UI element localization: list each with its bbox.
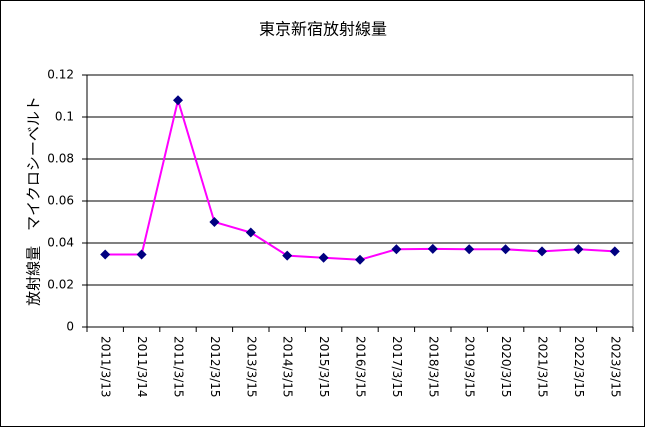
x-tick-label: 2018/3/15 (426, 336, 440, 398)
x-tick-label: 2014/3/15 (281, 336, 295, 398)
x-tick-label: 2023/3/15 (608, 336, 622, 398)
marker (391, 244, 402, 255)
x-tick-label: 2020/3/15 (499, 336, 513, 398)
marker (609, 246, 620, 257)
marker (500, 244, 511, 255)
x-tick-label: 2015/3/15 (317, 336, 331, 398)
marker (136, 249, 147, 260)
marker (173, 95, 183, 106)
marker (573, 244, 584, 255)
x-tick-label: 2019/3/15 (463, 336, 477, 398)
x-tick-label: 2012/3/15 (208, 336, 222, 398)
marker (318, 252, 329, 263)
x-tick-label: 2011/3/14 (135, 336, 149, 398)
y-axis-label: 放射線量 マイクロシーベルト (25, 96, 43, 306)
x-tick-label: 2011/3/15 (172, 336, 186, 398)
x-tick-label: 2022/3/15 (572, 336, 586, 398)
y-tick-label: 0.02 (47, 278, 74, 292)
x-tick-label: 2013/3/15 (244, 336, 258, 398)
y-tick-label: 0.04 (47, 236, 74, 250)
x-tick-label: 2017/3/15 (390, 336, 404, 398)
y-tick-label: 0.12 (47, 68, 74, 82)
marker (537, 246, 547, 257)
y-tick-label: 0.06 (47, 194, 74, 208)
x-tick-label: 2011/3/13 (99, 336, 113, 398)
x-tick-label: 2021/3/15 (536, 336, 550, 398)
marker (355, 254, 365, 265)
marker (282, 250, 293, 261)
marker (245, 227, 256, 238)
y-tick-label: 0.1 (55, 110, 74, 124)
marker (464, 244, 475, 255)
marker (100, 249, 111, 260)
marker (427, 243, 438, 254)
marker (209, 217, 220, 227)
y-tick-label: 0.08 (47, 152, 74, 166)
x-tick-label: 2016/3/15 (354, 336, 368, 398)
chart-title: 東京新宿放射線量 (259, 20, 387, 39)
y-tick-label: 0 (66, 320, 74, 334)
